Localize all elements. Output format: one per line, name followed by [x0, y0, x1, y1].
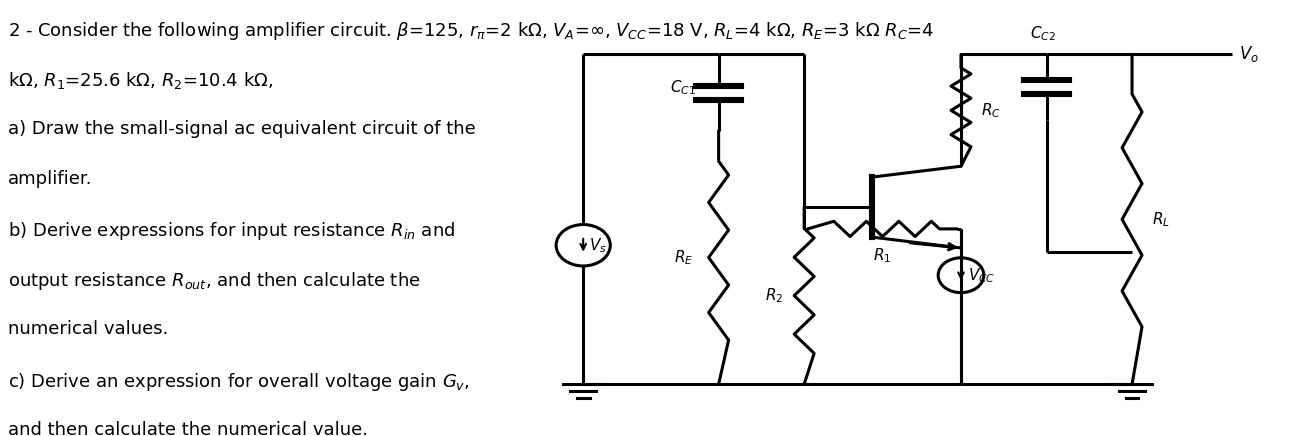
Text: $V_{CC}$: $V_{CC}$ — [968, 266, 995, 285]
Text: $V_s$: $V_s$ — [588, 236, 607, 255]
Text: $R_L$: $R_L$ — [1152, 210, 1170, 229]
Text: and then calculate the numerical value.: and then calculate the numerical value. — [8, 421, 368, 436]
Text: k$\Omega$, $R_1$=25.6 k$\Omega$, $R_2$=10.4 k$\Omega$,: k$\Omega$, $R_1$=25.6 k$\Omega$, $R_2$=1… — [8, 70, 273, 91]
Text: b) Derive expressions for input resistance $R_{in}$ and: b) Derive expressions for input resistan… — [8, 220, 455, 242]
Text: amplifier.: amplifier. — [8, 170, 92, 188]
Text: $R_1$: $R_1$ — [874, 246, 892, 265]
Text: output resistance $R_{out}$, and then calculate the: output resistance $R_{out}$, and then ca… — [8, 270, 421, 292]
Text: $R_2$: $R_2$ — [765, 286, 783, 305]
Text: $R_C$: $R_C$ — [981, 101, 1001, 120]
Text: $C_{C2}$: $C_{C2}$ — [1030, 24, 1056, 42]
Text: numerical values.: numerical values. — [8, 320, 168, 338]
Text: 2 - Consider the following amplifier circuit. $\beta$=125, $r_{\pi}$=2 k$\Omega$: 2 - Consider the following amplifier cir… — [8, 20, 934, 41]
Text: $R_E$: $R_E$ — [674, 248, 693, 267]
Text: c) Derive an expression for overall voltage gain $G_v$,: c) Derive an expression for overall volt… — [8, 371, 470, 392]
Text: $V_o$: $V_o$ — [1239, 44, 1258, 65]
Text: $C_{C1}$: $C_{C1}$ — [670, 78, 696, 96]
Text: a) Draw the small-signal ac equivalent circuit of the: a) Draw the small-signal ac equivalent c… — [8, 120, 476, 138]
